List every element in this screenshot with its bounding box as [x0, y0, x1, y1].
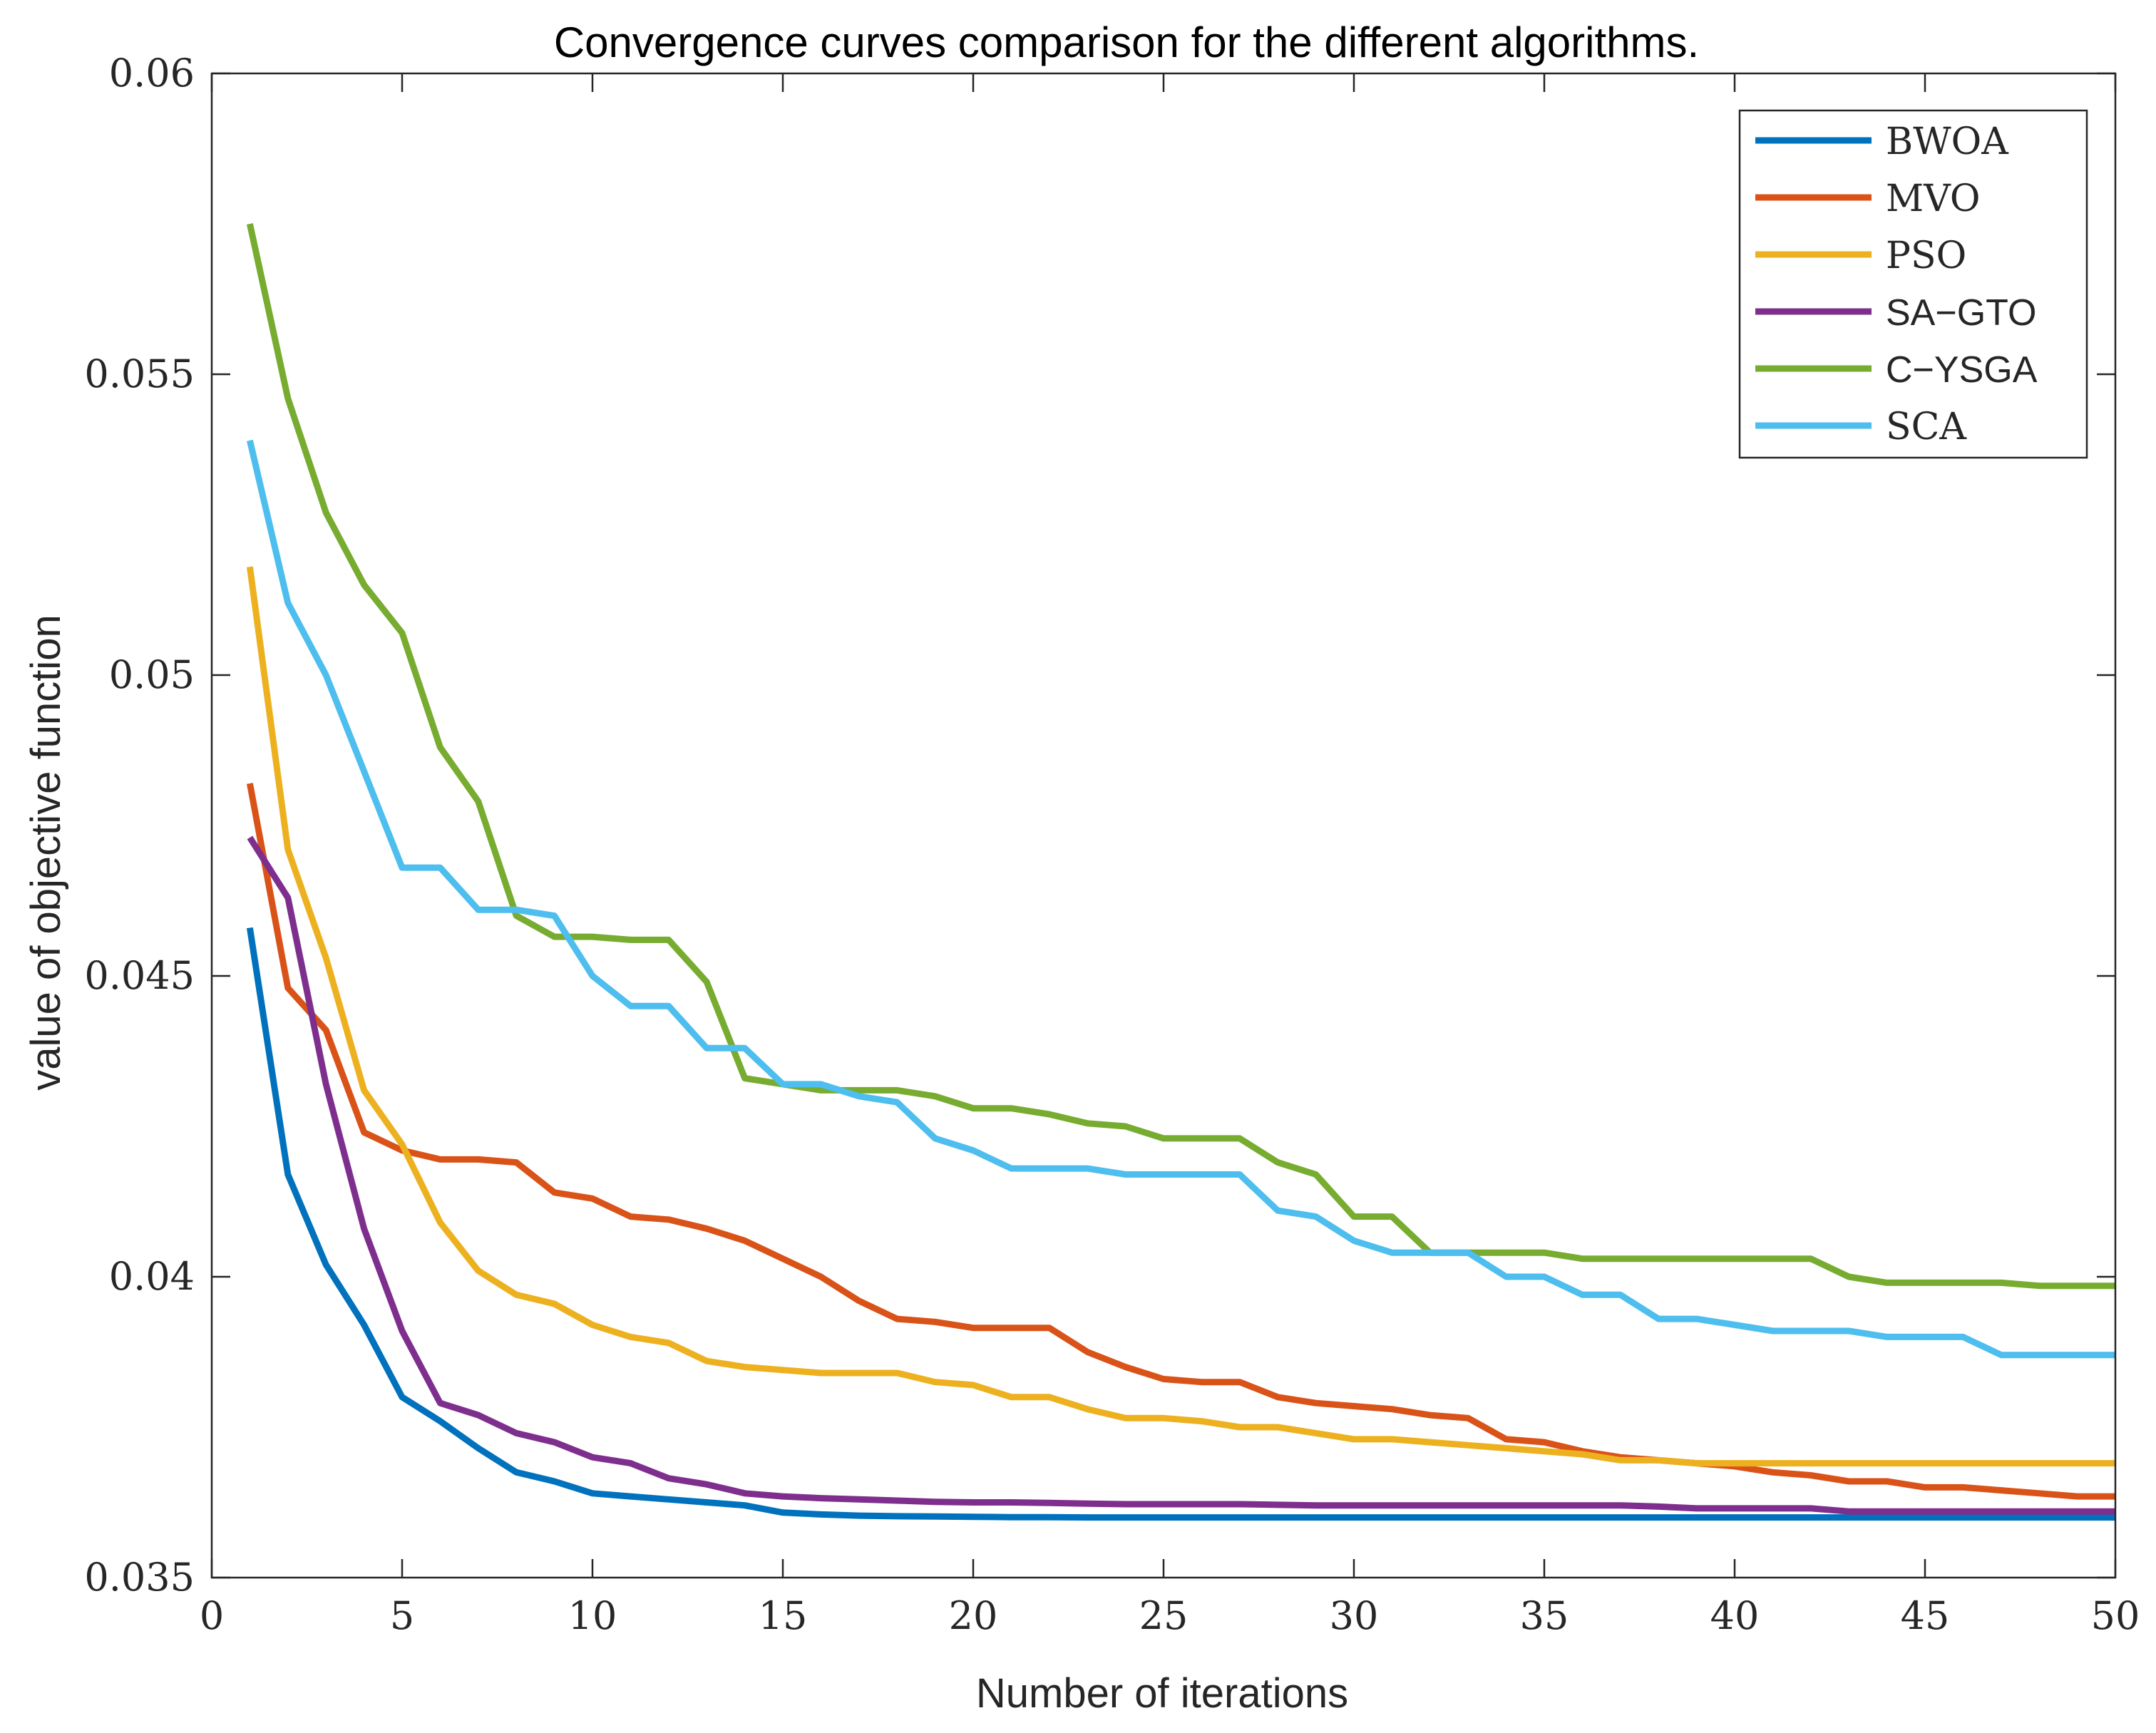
series-line-1 [246, 927, 2115, 1521]
legend-label: PSO [1886, 235, 1966, 277]
series-line-5 [247, 223, 2115, 1290]
series-line-2 [246, 783, 2115, 1500]
y-tick-label: 0.04 [109, 1254, 195, 1299]
plot-frame [210, 72, 2117, 1579]
legend-label: SA−GTO [1886, 292, 2036, 334]
x-tick-label: 0 [200, 1593, 224, 1638]
y-tick-label: 0.06 [109, 51, 195, 96]
y-tick-label: 0.055 [84, 351, 195, 396]
x-tick-label: 40 [1710, 1593, 1760, 1638]
y-axis-label: value of objective function [23, 614, 69, 1090]
y-tick-label: 0.05 [109, 652, 195, 697]
series-line-3 [246, 566, 2115, 1467]
y-tick-label: 0.035 [84, 1555, 195, 1600]
y-tick-label: 0.045 [84, 953, 195, 998]
x-tick-label: 10 [568, 1593, 617, 1638]
series-line-4 [247, 835, 2115, 1515]
series-line-6 [247, 439, 2115, 1359]
x-tick-label: 15 [759, 1593, 808, 1638]
x-tick-label: 5 [390, 1593, 414, 1638]
legend-label: MVO [1886, 178, 1981, 220]
chart-title: Convergence curves comparison for the di… [554, 19, 1699, 66]
legend-label: SCA [1886, 406, 1967, 448]
x-tick-label: 20 [949, 1593, 998, 1638]
x-tick-label: 35 [1520, 1593, 1569, 1638]
x-tick-label: 25 [1139, 1593, 1189, 1638]
x-axis-label: Number of iterations [976, 1670, 1348, 1717]
x-tick-label: 50 [2091, 1593, 2140, 1638]
legend-label: C−YSGA [1886, 349, 2038, 391]
legend-label: BWOA [1886, 120, 2009, 163]
x-tick-label: 45 [1901, 1593, 1950, 1638]
x-tick-label: 30 [1330, 1593, 1379, 1638]
legend: BWOA MVO PSO SA−GTO C−YSGA SCA [1738, 109, 2088, 459]
legend-box [1738, 109, 2088, 459]
